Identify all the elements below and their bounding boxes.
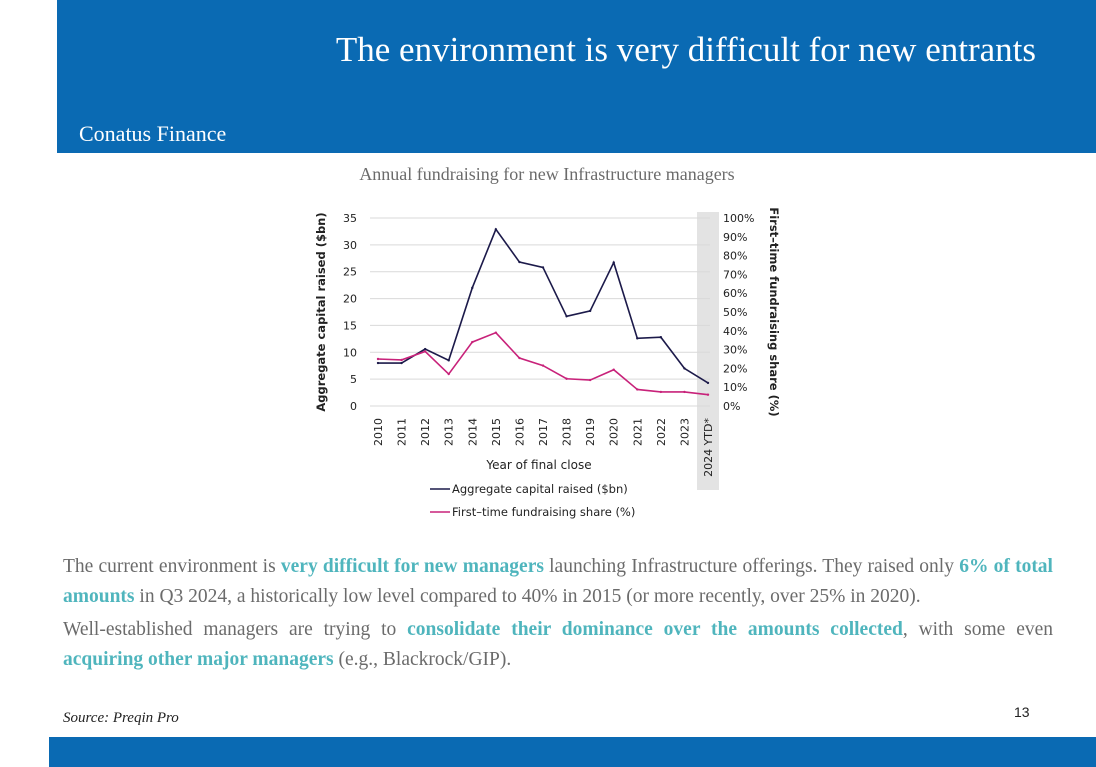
x-axis-title: Year of final close — [485, 458, 591, 472]
series-0-point — [588, 309, 592, 313]
x-tick-label: 2018 — [561, 418, 574, 446]
x-tick-label: 2020 — [608, 418, 621, 446]
x-tick-label: 2016 — [513, 418, 526, 446]
source-note: Source: Preqin Pro — [63, 710, 179, 726]
y-left-tick-label: 20 — [343, 293, 357, 306]
body-run: The current environment is — [63, 556, 281, 577]
series-0-point — [565, 315, 568, 318]
page-number: 13 — [1014, 704, 1030, 720]
header-banner: The environment is very difficult for ne… — [57, 0, 1096, 153]
series-1-point — [447, 372, 450, 376]
y-right-tick-label: 70% — [723, 268, 747, 281]
series-0-point — [447, 359, 450, 362]
fundraising-chart: 35302520151050100%90%80%70%60%50%40%30%2… — [314, 207, 781, 519]
series-0-point — [683, 367, 686, 370]
x-tick-label: 2024 YTD* — [702, 418, 715, 477]
company-name: Conatus Finance — [79, 121, 227, 146]
series-1-point — [683, 390, 686, 394]
body-run: in Q3 2024, a historically low level com… — [134, 585, 921, 607]
series-line-1 — [377, 331, 709, 396]
y-left-tick-label: 10 — [343, 346, 357, 359]
series-1-point — [659, 390, 663, 394]
x-tick-label: 2017 — [537, 418, 550, 446]
body-text: The current environment is very difficul… — [63, 552, 1053, 678]
body-run: , with some even — [902, 619, 1053, 640]
series-1-point — [588, 378, 592, 382]
series-1-point — [400, 358, 403, 362]
footer-bar — [49, 737, 1096, 767]
paragraph-consolidation: Well-established managers are trying to … — [63, 615, 1053, 674]
highlight-text: acquiring other major managers — [63, 648, 334, 670]
y-right-tick-label: 60% — [723, 287, 747, 300]
y-left-tick-label: 35 — [343, 212, 357, 225]
series-0-point — [376, 361, 380, 365]
x-tick-label: 2012 — [419, 418, 432, 446]
y-right-tick-label: 40% — [723, 325, 747, 338]
ytd-highlight-band — [697, 212, 719, 490]
series-1-point — [636, 388, 639, 391]
series-1-point — [494, 331, 498, 334]
y-right-axis-title: First–time fundraising share (%) — [767, 207, 781, 416]
chart-title-text: Annual fundraising for new Infrastructur… — [359, 164, 735, 184]
series-0-point — [659, 336, 663, 339]
y-right-tick-label: 100% — [723, 212, 754, 225]
y-right-tick-label: 90% — [723, 231, 747, 244]
y-left-tick-label: 5 — [350, 373, 357, 386]
page-title: The environment is very difficult for ne… — [335, 30, 1036, 69]
series-1-point — [706, 393, 710, 396]
x-tick-label: 2019 — [584, 418, 597, 446]
y-right-tick-label: 0% — [723, 400, 740, 413]
y-left-axis-title: Aggregate capital raised ($bn) — [314, 212, 328, 411]
y-right-tick-label: 20% — [723, 362, 747, 375]
body-run: launching Infrastructure offerings. They… — [543, 556, 960, 577]
series-1-point — [376, 357, 380, 361]
x-tick-label: 2023 — [678, 418, 691, 446]
body-run: (e.g., Blackrock/GIP). — [333, 648, 512, 670]
series-1-point — [565, 377, 568, 380]
y-right-tick-label: 30% — [723, 344, 747, 357]
x-tick-label: 2013 — [443, 418, 456, 446]
series-0-point — [471, 286, 474, 290]
x-tick-label: 2021 — [631, 418, 644, 446]
legend-label-1: First–time fundraising share (%) — [452, 505, 635, 519]
x-tick-label: 2022 — [655, 418, 668, 446]
chart-title: Annual fundraising for new Infrastructur… — [0, 164, 1096, 185]
series-line-0 — [378, 227, 709, 384]
y-left-tick-label: 30 — [343, 239, 357, 252]
series-0-point — [423, 347, 427, 351]
highlight-text: consolidate their dominance over the amo… — [407, 619, 903, 640]
series-1-point — [612, 368, 615, 371]
series-1-point — [541, 364, 545, 367]
y-right-tick-label: 50% — [723, 306, 747, 319]
series-1-point — [518, 356, 521, 360]
series-0-point — [494, 228, 498, 231]
series-0-point — [636, 337, 639, 340]
series-0-point — [612, 261, 615, 264]
x-tick-label: 2015 — [490, 418, 503, 446]
paragraph-environment: The current environment is very difficul… — [63, 552, 1053, 611]
y-right-tick-label: 80% — [723, 250, 747, 263]
series-0-point — [518, 260, 521, 264]
series-1-point — [423, 350, 427, 353]
y-left-tick-label: 25 — [343, 266, 357, 279]
body-run: Well-established managers are trying to — [63, 619, 408, 640]
highlight-text: very difficult for new managers — [280, 556, 544, 577]
series-0-point — [541, 266, 545, 269]
x-tick-label: 2010 — [372, 418, 385, 446]
series-0-point — [706, 381, 710, 385]
x-tick-label: 2011 — [396, 418, 409, 446]
series-0-point — [400, 361, 403, 365]
y-left-tick-label: 15 — [343, 319, 357, 332]
x-tick-label: 2014 — [466, 418, 479, 446]
legend-label-0: Aggregate capital raised ($bn) — [452, 482, 628, 496]
y-left-tick-label: 0 — [350, 400, 357, 413]
highlight-text: 6% of total amounts — [63, 556, 1053, 607]
series-1-point — [471, 340, 474, 344]
y-right-tick-label: 10% — [723, 381, 747, 394]
